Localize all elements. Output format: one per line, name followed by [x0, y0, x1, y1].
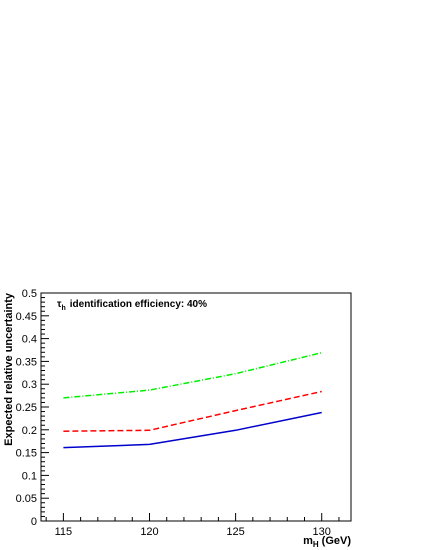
y-tick-label: 0 — [31, 516, 37, 528]
y-tick-label: 0.45 — [16, 311, 37, 323]
y-tick-label: 0.35 — [16, 356, 37, 368]
x-tick-label: 115 — [55, 526, 73, 538]
annotation-subscript: h — [61, 305, 65, 312]
x-tick-label: 130 — [313, 526, 331, 538]
series-line-1 — [63, 411, 322, 449]
x-axis-title: mH (GeV) — [303, 535, 351, 549]
annotation-symbol: τ — [57, 299, 62, 310]
series-line-3 — [63, 351, 322, 399]
annotation-text: identification efficiency: 40% — [70, 299, 207, 310]
y-axis-title: Expected relative uncertainty — [3, 292, 15, 446]
y-tick-label: 0.25 — [16, 402, 37, 414]
x-axis-title-subscript: H — [313, 540, 319, 549]
y-tick-label: 0.2 — [22, 425, 37, 437]
series-line-2 — [63, 390, 322, 432]
x-axis-title-main: m — [303, 535, 313, 547]
y-tick-label: 0.1 — [22, 470, 37, 482]
annotation: τh identification efficiency: 40% — [57, 299, 207, 312]
x-tick-label: 125 — [226, 526, 244, 538]
y-tick-label: 0.15 — [16, 448, 37, 460]
plot-frame — [40, 292, 352, 522]
y-tick-label: 0.05 — [16, 493, 37, 505]
x-tick-label: 120 — [140, 526, 158, 538]
series-lines — [63, 351, 322, 449]
tick-labels: 0 0.05 0.1 0.15 0.2 0.25 0.3 0.35 0.4 0.45 0.5 115 1… — [16, 288, 331, 538]
y-tick-label: 0.3 — [22, 379, 37, 391]
y-tick-label: 0.4 — [22, 334, 37, 346]
axis-ticks — [41, 292, 340, 522]
x-axis-title-unit: (GeV) — [322, 535, 352, 547]
y-tick-label: 0.5 — [22, 288, 37, 300]
